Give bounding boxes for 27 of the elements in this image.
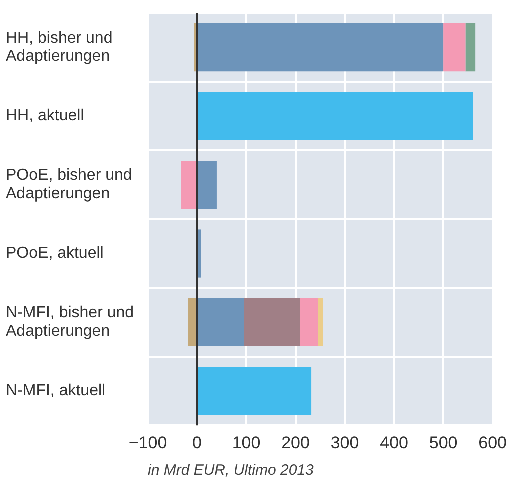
- bar: [244, 298, 300, 347]
- x-tick-label: 200: [282, 433, 310, 452]
- bar: [198, 298, 244, 347]
- x-tick-label: 0: [192, 433, 202, 452]
- bar: [318, 298, 324, 347]
- x-tick-label: 100: [232, 433, 261, 452]
- x-tick-label: 600: [478, 433, 508, 452]
- bar: [466, 24, 476, 72]
- y-tick-label: POoE, bisher und Adaptierungen: [6, 167, 132, 203]
- x-tick-label: 400: [380, 433, 408, 452]
- y-tick-label: N-MFI, bisher und Adaptierungen: [6, 304, 134, 340]
- x-tick-label: 500: [429, 433, 458, 452]
- x-axis-title: in Mrd EUR, Ultimo 2013: [148, 462, 315, 480]
- y-tick-label: N-MFI, aktuell: [6, 382, 106, 400]
- bar: [198, 92, 474, 140]
- y-tick-label: HH, bisher und Adaptierungen: [6, 30, 113, 66]
- y-tick-label: HH, aktuell: [6, 108, 84, 125]
- bar: [198, 367, 312, 416]
- bar: [198, 160, 217, 210]
- bar: [188, 298, 196, 347]
- x-tick-label: 300: [330, 433, 360, 452]
- y-tick-label: POoE, aktuell: [6, 245, 104, 262]
- x-tick-label: −100: [128, 433, 168, 452]
- bar: [198, 24, 444, 72]
- bar: [444, 24, 466, 72]
- bar: [300, 298, 318, 347]
- bar: [181, 160, 196, 210]
